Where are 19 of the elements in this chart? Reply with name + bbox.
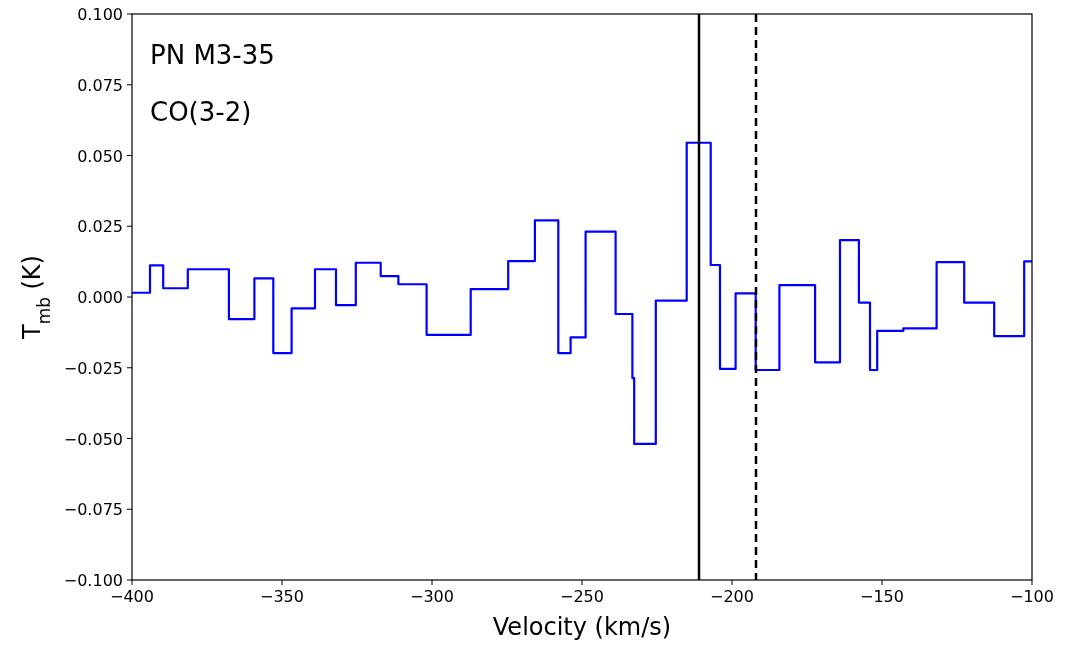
x-tick-label: −200: [710, 587, 754, 606]
annotation: PN M3-35: [150, 40, 275, 70]
y-tick-label: 0.075: [77, 75, 123, 95]
x-tick-label: −250: [560, 587, 604, 606]
y-tick-label: −0.025: [63, 358, 123, 378]
x-tick-label: −350: [260, 587, 304, 606]
y-tick-label: 0.050: [77, 146, 123, 166]
x-tick-label: −150: [860, 587, 904, 606]
annotation: CO(3-2): [150, 97, 252, 127]
y-tick-label: 0.025: [77, 217, 123, 237]
x-tick-label: −300: [410, 587, 454, 606]
y-tick-label: −0.100: [63, 571, 123, 590]
x-tick-label: −100: [1010, 587, 1054, 606]
y-tick-label: −0.050: [63, 429, 123, 449]
x-axis-title: Velocity (km/s): [492, 613, 672, 641]
y-tick-label: −0.075: [63, 500, 123, 520]
x-tick-label: −400: [110, 587, 154, 606]
y-tick-label: 0.000: [77, 288, 123, 307]
y-tick-label: 0.100: [77, 5, 123, 24]
